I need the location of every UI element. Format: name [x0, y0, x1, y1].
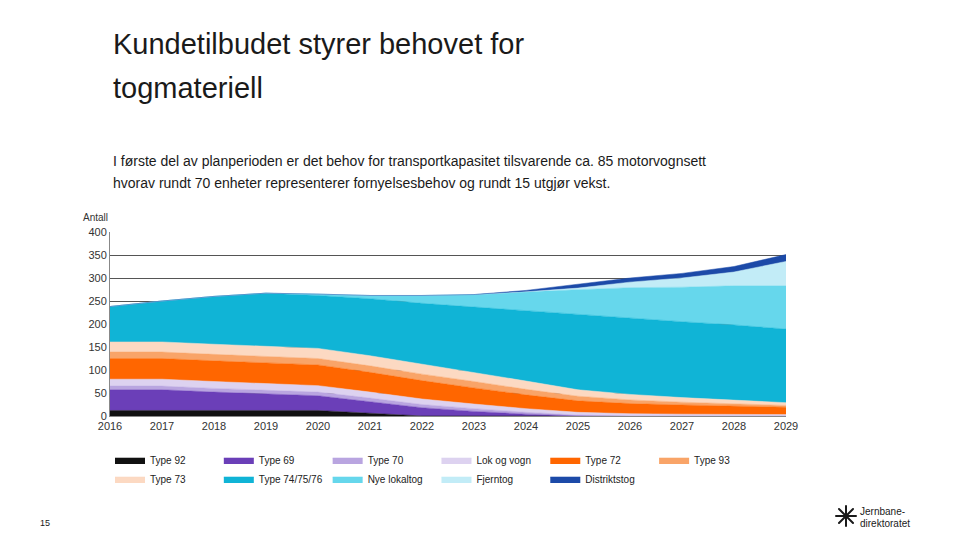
- svg-text:Type 72: Type 72: [585, 455, 621, 466]
- svg-text:2024: 2024: [514, 420, 538, 432]
- svg-text:2026: 2026: [618, 420, 642, 432]
- svg-text:Nye lokaltog: Nye lokaltog: [368, 474, 423, 485]
- svg-text:2017: 2017: [150, 420, 174, 432]
- svg-text:2025: 2025: [566, 420, 590, 432]
- svg-text:Type 74/75/76: Type 74/75/76: [259, 474, 323, 485]
- svg-text:2020: 2020: [306, 420, 330, 432]
- svg-text:Type 69: Type 69: [259, 455, 295, 466]
- svg-text:2018: 2018: [202, 420, 226, 432]
- svg-text:2029: 2029: [774, 420, 798, 432]
- svg-text:Type 73: Type 73: [150, 474, 186, 485]
- svg-text:50: 50: [95, 387, 107, 399]
- html-text:togmateriell: togmateriell: [113, 72, 263, 104]
- svg-text:150: 150: [88, 341, 106, 353]
- svg-text:2027: 2027: [670, 420, 694, 432]
- svg-text:400: 400: [88, 226, 106, 238]
- svg-text:2016: 2016: [98, 420, 122, 432]
- svg-text:300: 300: [88, 272, 106, 284]
- html-text:I første del av planperioden e: I første del av planperioden er det beho…: [113, 153, 706, 169]
- svg-text:2022: 2022: [410, 420, 434, 432]
- svg-text:Lok og vogn: Lok og vogn: [476, 455, 531, 466]
- svg-text:Antall: Antall: [83, 212, 108, 223]
- svg-text:0: 0: [101, 410, 107, 422]
- svg-text:2023: 2023: [462, 420, 486, 432]
- svg-text:Type 70: Type 70: [368, 455, 404, 466]
- svg-text:Type 92: Type 92: [150, 455, 186, 466]
- svg-text:250: 250: [88, 295, 106, 307]
- svg-text:2019: 2019: [254, 420, 278, 432]
- html-text:15: 15: [40, 518, 50, 528]
- svg-text:100: 100: [88, 364, 106, 376]
- svg-text:350: 350: [88, 249, 106, 261]
- html-text:Kundetilbudet styrer behovet f: Kundetilbudet styrer behovet for: [113, 28, 525, 60]
- svg-text:Type 93: Type 93: [694, 455, 730, 466]
- svg-text:Distriktstog: Distriktstog: [585, 474, 634, 485]
- svg-text:2021: 2021: [358, 420, 382, 432]
- svg-text:Fjerntog: Fjerntog: [476, 474, 513, 485]
- svg-text:2028: 2028: [722, 420, 746, 432]
- html-text:hvorav rundt 70 enheter repres: hvorav rundt 70 enheter representerer fo…: [113, 175, 611, 191]
- svg-text:200: 200: [88, 318, 106, 330]
- html-text:Jernbane-: Jernbane-: [860, 506, 905, 517]
- html-text:direktoratet: direktoratet: [860, 518, 910, 529]
